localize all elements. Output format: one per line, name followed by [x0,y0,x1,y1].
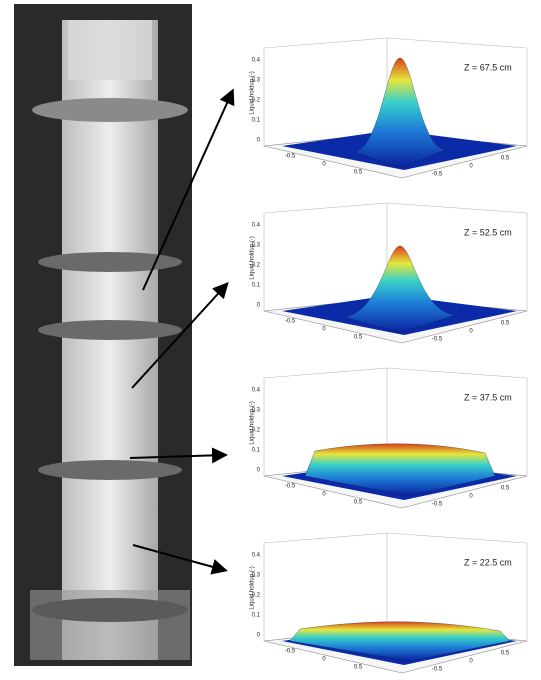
z-tick-label: 0.1 [252,283,261,289]
surface-plot: Z = 52.5 cm Liquid holdup (-) 0.4 0.3 0.2 0.1… [250,202,528,344]
y-tick-label: 0 [469,329,473,335]
x-tick-label: -0.5 [285,319,296,325]
plot-label: Z = 22.5 cm [464,557,512,567]
z-tick-label: 0.4 [252,58,261,64]
y-tick-label: -0.5 [432,337,443,343]
z-axis-label: Liquid holdup (-) [250,566,256,609]
z-axis-label: Liquid holdup (-) [250,236,256,279]
y-tick-label: -0.5 [432,667,443,673]
x-tick-label: -0.5 [285,649,296,655]
plot-label: Z = 52.5 cm [464,227,512,237]
z-axis-label: Liquid holdup (-) [250,71,256,114]
surface-plot: Z = 67.5 cm Liquid holdup (-) 0.4 0.3 0.2 0.1… [250,37,528,179]
y-tick-label: 0.5 [501,651,510,657]
x-tick-label: 0 [322,492,326,498]
z-tick-label: 0.4 [252,223,261,229]
z-tick-label: 0.4 [252,388,261,394]
x-tick-label: -0.5 [285,484,296,490]
z-tick-label: 0.3 [252,243,261,249]
surface-plot: Z = 22.5 cm Liquid holdup (-) 0.4 0.3 0.2 0.1… [250,532,528,674]
z-tick-label: 0.3 [252,573,261,579]
x-tick-label: 0 [322,657,326,663]
z-axis-label: Liquid holdup (-) [250,401,256,444]
y-tick-label: 0.5 [501,156,510,162]
surface [344,245,456,334]
x-tick-label: 0.5 [354,170,363,176]
z-tick-label: 0 [257,138,261,144]
plot-label: Z = 37.5 cm [464,392,512,402]
y-tick-label: 0.5 [501,486,510,492]
z-tick-label: 0.1 [252,118,261,124]
z-tick-label: 0.1 [252,613,261,619]
z-tick-label: 0.1 [252,448,261,454]
z-tick-label: 0.3 [252,78,261,84]
y-tick-label: 0 [469,659,473,665]
z-tick-label: 0.2 [252,263,261,269]
z-tick-label: 0.4 [252,553,261,559]
z-tick-label: 0.3 [252,408,261,414]
z-tick-label: 0.2 [252,428,261,434]
x-tick-label: -0.5 [285,154,296,160]
y-tick-label: 0.5 [501,321,510,327]
arrows [129,88,235,575]
surface [304,443,496,497]
x-tick-label: 0.5 [354,335,363,341]
z-tick-label: 0 [257,468,261,474]
x-tick-label: 0.5 [354,665,363,671]
z-tick-label: 0.2 [252,98,261,104]
y-tick-label: -0.5 [432,172,443,178]
surface [354,57,446,169]
z-tick-label: 0 [257,303,261,309]
y-tick-label: 0 [469,164,473,170]
y-tick-label: 0 [469,494,473,500]
z-tick-label: 0 [257,633,261,639]
plot-label: Z = 67.5 cm [464,62,512,72]
surface [289,621,511,662]
x-tick-label: 0 [322,162,326,168]
z-tick-label: 0.2 [252,593,261,599]
x-tick-label: 0 [322,327,326,333]
surface-plot: Z = 37.5 cm Liquid holdup (-) 0.4 0.3 0.2 0.1… [250,367,528,509]
y-tick-label: -0.5 [432,502,443,508]
photo [14,4,192,666]
x-tick-label: 0.5 [354,500,363,506]
